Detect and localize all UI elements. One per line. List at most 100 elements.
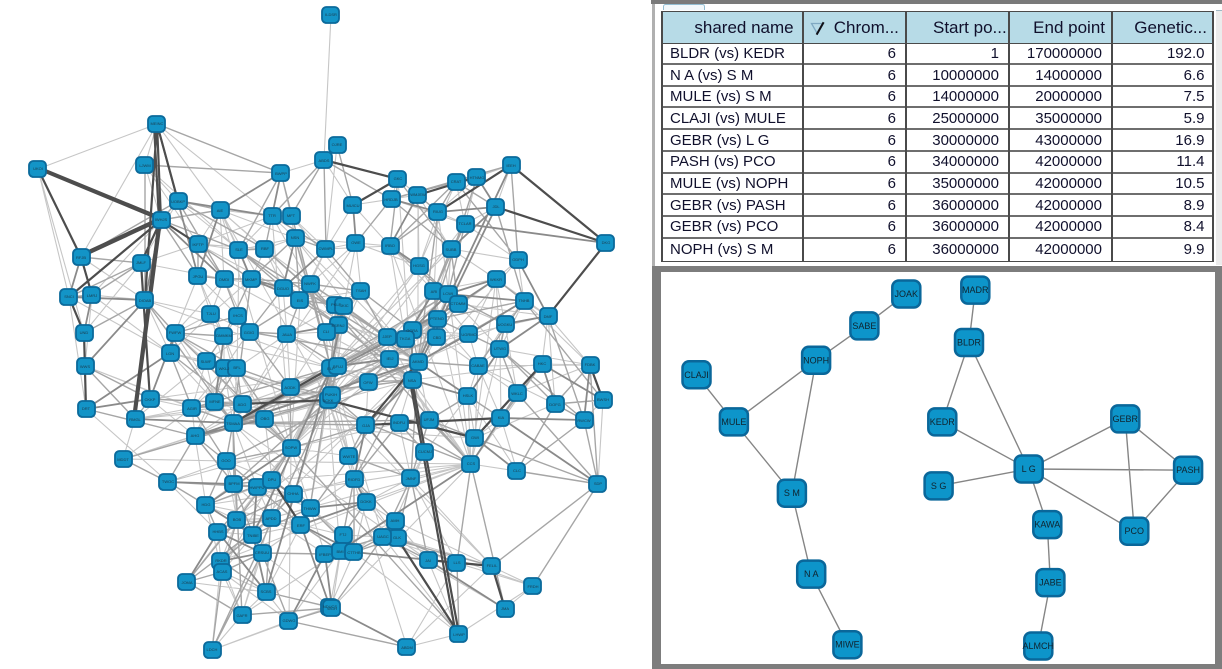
svg-text:JJEP: JJEP <box>382 334 392 339</box>
svg-text:BPFM: BPFM <box>228 481 239 486</box>
svg-text:TJLU: TJLU <box>206 311 216 316</box>
svg-text:HTNMG: HTNMG <box>470 175 485 180</box>
svg-text:SCBS: SCBS <box>261 589 272 594</box>
svg-text:OFW: OFW <box>363 380 373 385</box>
svg-text:UTWG: UTWG <box>494 346 506 351</box>
svg-text:RWCW: RWCW <box>577 418 590 423</box>
svg-text:JMA: JMA <box>501 606 509 611</box>
svg-text:WWTE: WWTE <box>343 454 356 459</box>
svg-text:HGSG: HGSG <box>413 263 425 268</box>
svg-text:CRAT: CRAT <box>451 179 462 184</box>
svg-text:GDWG: GDWG <box>283 618 296 623</box>
svg-text:ADG: ADG <box>238 402 247 407</box>
svg-text:UAGC: UAGC <box>377 534 389 539</box>
svg-text:AMH: AMH <box>391 518 400 523</box>
svg-text:HWPPU: HWPPU <box>250 485 265 490</box>
svg-text:JPGU: JPGU <box>193 274 204 279</box>
svg-text:LLS: LLS <box>453 560 460 565</box>
svg-text:BLDR: BLDR <box>957 337 982 347</box>
svg-text:JAUA: JAUA <box>282 332 293 337</box>
svg-text:FELIL: FELIL <box>487 563 498 568</box>
svg-text:LJWM: LJWM <box>139 163 150 168</box>
svg-text:SLWF: SLWF <box>201 359 212 364</box>
svg-text:CKKP: CKKP <box>145 397 156 402</box>
svg-text:HHBS: HHBS <box>212 529 223 534</box>
svg-text:OBG: OBG <box>261 416 270 421</box>
svg-text:DIOAB: DIOAB <box>139 298 152 303</box>
svg-text:INDFU: INDFU <box>393 420 405 425</box>
svg-text:JOMA: JOMA <box>181 580 192 585</box>
svg-text:ODPH: ODPH <box>512 257 524 262</box>
svg-text:IEEH: IEEH <box>506 163 515 168</box>
svg-text:APDD: APDD <box>265 516 276 521</box>
svg-text:DRT: DRT <box>82 406 91 411</box>
svg-text:TSAH: TSAH <box>356 288 367 293</box>
svg-text:UND: UND <box>80 330 89 335</box>
svg-text:BWPP: BWPP <box>275 171 287 176</box>
svg-text:N A: N A <box>804 569 819 579</box>
svg-text:GCRA: GCRA <box>406 328 418 333</box>
svg-text:MIWE: MIWE <box>835 639 860 649</box>
svg-text:IWHJS: IWHJS <box>155 217 168 222</box>
svg-text:LMRJ: LMRJ <box>87 293 97 298</box>
svg-text:ESRNJ: ESRNJ <box>331 323 344 328</box>
svg-text:S G: S G <box>931 480 947 490</box>
svg-text:GLK: GLK <box>393 535 401 540</box>
svg-text:SOPW: SOPW <box>285 445 297 450</box>
svg-text:BFL: BFL <box>233 365 241 370</box>
svg-text:GKC: GKC <box>394 176 403 181</box>
svg-text:PASH: PASH <box>1176 465 1200 475</box>
svg-text:HSLK: HSLK <box>463 393 474 398</box>
svg-text:FDBK: FDBK <box>585 362 596 367</box>
svg-text:DOFG: DOFG <box>549 402 561 407</box>
svg-text:KEDR: KEDR <box>930 416 956 426</box>
svg-text:CWMPL: CWMPL <box>319 246 335 251</box>
svg-text:NDUCS: NDUCS <box>323 604 338 609</box>
svg-text:UOBKP: UOBKP <box>171 199 185 204</box>
svg-text:S M: S M <box>784 488 800 498</box>
svg-text:BMI: BMI <box>336 549 343 554</box>
svg-text:JMNF: JMNF <box>406 476 417 481</box>
svg-text:HDG: HDG <box>202 502 211 507</box>
svg-text:ABDM: ABDM <box>401 645 413 650</box>
svg-text:GEBR: GEBR <box>1113 413 1139 423</box>
svg-text:PKLF: PKLF <box>331 302 342 307</box>
svg-text:CLI: CLI <box>323 329 329 334</box>
svg-text:DKG: DKG <box>602 240 611 245</box>
svg-text:MADR: MADR <box>962 285 989 295</box>
svg-text:ALMCH: ALMCH <box>1023 641 1055 651</box>
svg-text:PTENO: PTENO <box>430 316 444 321</box>
svg-text:CRSUU: CRSUU <box>255 550 269 555</box>
svg-text:MDDT: MDDT <box>117 457 129 462</box>
svg-text:ARI: ARI <box>431 289 438 294</box>
svg-text:JOAK: JOAK <box>895 289 919 299</box>
svg-text:CLC: CLC <box>513 468 521 473</box>
svg-text:CABAE: CABAE <box>471 363 485 368</box>
svg-text:JDL: JDL <box>492 204 500 209</box>
svg-text:WKLJ: WKLJ <box>219 366 230 371</box>
svg-text:MUICU: MUICU <box>346 203 359 208</box>
svg-text:PUKIH: PUKIH <box>325 392 337 397</box>
svg-text:SDP: SDP <box>594 481 603 486</box>
svg-text:AODK: AODK <box>284 385 296 390</box>
svg-text:KIA: KIA <box>498 415 505 420</box>
svg-text:OMDI: OMDI <box>219 277 229 282</box>
svg-text:CHHA: CHHA <box>287 491 299 496</box>
svg-text:IEIJ: IEIJ <box>387 356 394 361</box>
svg-text:ILDSR: ILDSR <box>325 12 337 17</box>
svg-text:MFT: MFT <box>287 213 296 218</box>
svg-text:L G: L G <box>1022 464 1036 474</box>
svg-text:JMLF: JMLF <box>136 260 147 265</box>
svg-text:EIS: EIS <box>297 298 304 303</box>
svg-text:WKLC: WKLC <box>511 391 523 396</box>
svg-text:NWFK: NWFK <box>304 281 316 286</box>
svg-text:GWI: GWI <box>471 435 479 440</box>
svg-text:GJA: GJA <box>362 423 370 428</box>
svg-text:SUBB: SUBB <box>446 247 457 252</box>
svg-text:NSA: NSA <box>408 378 417 383</box>
svg-text:WGH: WGH <box>327 606 337 611</box>
svg-text:SNCI: SNCI <box>64 294 74 299</box>
svg-text:GAFR: GAFR <box>236 613 247 618</box>
svg-text:RIUG: RIUG <box>433 209 443 214</box>
svg-text:TWOC: TWOC <box>162 479 174 484</box>
